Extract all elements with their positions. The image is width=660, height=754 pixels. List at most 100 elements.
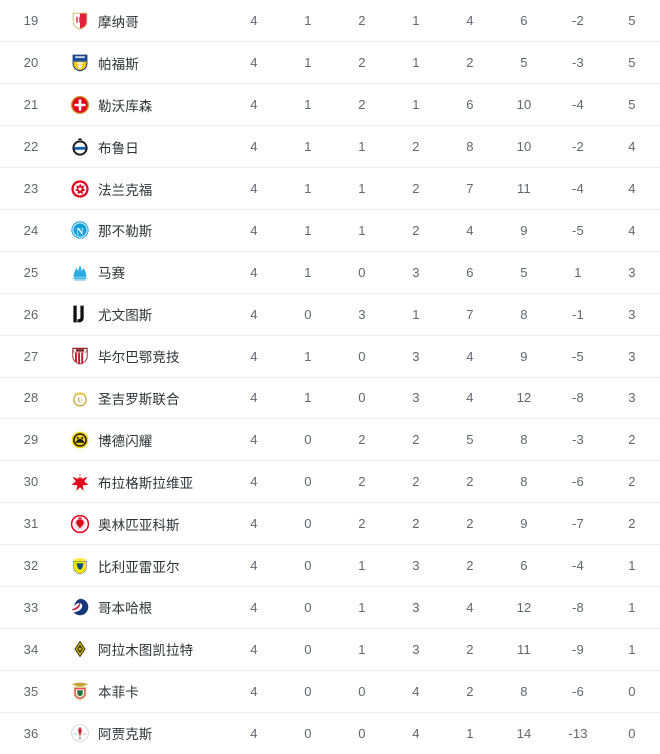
goal-difference-value: -7 xyxy=(572,516,584,532)
rank-cell: 20 xyxy=(0,42,62,84)
team-cell[interactable]: 本菲卡 xyxy=(62,670,227,712)
team-cell[interactable]: 摩纳哥 xyxy=(62,0,227,42)
table-row[interactable]: 33 哥本哈根 4 0 1 3 4 12 -8 1 xyxy=(0,586,660,629)
draw-value: 1 xyxy=(358,558,366,574)
win-cell: 1 xyxy=(281,377,335,419)
played-value: 4 xyxy=(250,432,258,448)
table-row[interactable]: 19 摩纳哥 4 1 2 1 4 6 -2 5 xyxy=(0,0,660,42)
loss-cell: 2 xyxy=(389,503,443,545)
team-cell[interactable]: 布拉格斯拉维亚 xyxy=(62,461,227,503)
goal-difference-value: -9 xyxy=(572,641,584,657)
goals-for-cell: 5 xyxy=(443,419,497,461)
loss-cell: 2 xyxy=(389,461,443,503)
played-cell: 4 xyxy=(227,335,281,377)
win-cell: 0 xyxy=(281,503,335,545)
draw-cell: 2 xyxy=(335,461,389,503)
team-cell[interactable]: 布鲁日 xyxy=(62,126,227,168)
monaco-crest xyxy=(72,12,88,30)
table-row[interactable]: 34 阿拉木图凯拉特 4 0 1 3 2 11 -9 1 xyxy=(0,628,660,671)
table-row[interactable]: 28 U 圣吉罗斯联合 4 1 0 3 4 12 -8 3 xyxy=(0,377,660,419)
played-cell: 4 xyxy=(227,545,281,587)
played-cell: 4 xyxy=(227,293,281,335)
played-cell: 4 xyxy=(227,670,281,712)
draw-cell: 1 xyxy=(335,628,389,670)
goals-against-value: 5 xyxy=(520,264,528,280)
team-name: 帕福斯 xyxy=(98,56,139,72)
played-value: 4 xyxy=(250,139,258,155)
win-value: 0 xyxy=(304,641,312,657)
team-cell[interactable]: 阿拉木图凯拉特 xyxy=(62,628,227,670)
points-value: 5 xyxy=(628,97,636,113)
win-cell: 1 xyxy=(281,168,335,210)
team-cell[interactable]: 帕福斯 xyxy=(62,42,227,84)
goal-difference-value: -3 xyxy=(572,55,584,71)
table-row[interactable]: 22 布鲁日 4 1 1 2 8 10 -2 4 xyxy=(0,126,660,168)
draw-value: 0 xyxy=(358,390,366,406)
loss-value: 3 xyxy=(412,264,420,280)
loss-cell: 3 xyxy=(389,628,443,670)
draw-value: 0 xyxy=(358,264,366,280)
club-brugge-crest xyxy=(72,138,88,156)
team-cell[interactable]: 哥本哈根 xyxy=(62,586,227,628)
team-cell[interactable]: 尤文图斯 xyxy=(62,293,227,335)
table-row[interactable]: 35 本菲卡 4 0 0 4 2 8 -6 0 xyxy=(0,670,660,713)
rank-value: 33 xyxy=(23,599,39,615)
goals-for-cell: 1 xyxy=(443,712,497,754)
points-cell: 4 xyxy=(605,168,659,210)
team-cell[interactable]: 比利亚雷亚尔 xyxy=(62,545,227,587)
loss-value: 1 xyxy=(412,97,420,113)
loss-value: 3 xyxy=(412,558,420,574)
team-cell[interactable]: 博德闪耀 xyxy=(62,419,227,461)
table-row[interactable]: 21 勒沃库森 4 1 2 1 6 10 -4 5 xyxy=(0,84,660,126)
win-value: 0 xyxy=(304,474,312,490)
played-cell: 4 xyxy=(227,712,281,754)
table-row[interactable]: 24 N 那不勒斯 4 1 1 2 4 9 -5 4 xyxy=(0,209,660,252)
team-cell[interactable]: 马赛 xyxy=(62,251,227,293)
win-value: 1 xyxy=(304,390,312,406)
table-row[interactable]: 25 马赛 4 1 0 3 6 5 1 3 xyxy=(0,251,660,294)
points-cell: 3 xyxy=(605,251,659,293)
points-value: 5 xyxy=(628,13,636,29)
table-row[interactable]: 31 奥林匹亚科斯 4 0 2 2 2 9 -7 2 xyxy=(0,503,660,545)
table-row[interactable]: 20 帕福斯 4 1 2 1 2 5 -3 5 xyxy=(0,42,660,84)
goal-difference-cell: -5 xyxy=(551,335,605,377)
points-cell: 5 xyxy=(605,84,659,126)
points-value: 4 xyxy=(628,139,636,155)
goal-difference-cell: -5 xyxy=(551,209,605,251)
goal-difference-cell: -2 xyxy=(551,0,605,42)
points-cell: 0 xyxy=(605,712,659,754)
team-name: 奥林匹亚科斯 xyxy=(98,517,180,533)
team-cell[interactable]: 阿贾克斯 xyxy=(62,712,227,754)
team-cell[interactable]: 勒沃库森 xyxy=(62,84,227,126)
rank-cell: 24 xyxy=(0,209,62,251)
points-value: 3 xyxy=(628,390,636,406)
rank-value: 29 xyxy=(23,432,39,448)
team-cell[interactable]: 奥林匹亚科斯 xyxy=(62,503,227,545)
win-cell: 1 xyxy=(281,251,335,293)
rank-cell: 23 xyxy=(0,168,62,210)
team-cell[interactable]: N 那不勒斯 xyxy=(62,209,227,251)
team-cell[interactable]: U 圣吉罗斯联合 xyxy=(62,377,227,419)
goals-for-value: 2 xyxy=(466,641,474,657)
draw-value: 2 xyxy=(358,474,366,490)
points-value: 3 xyxy=(628,348,636,364)
goal-difference-cell: -6 xyxy=(551,461,605,503)
table-row[interactable]: 30 布拉格斯拉维亚 4 0 2 2 2 8 -6 2 xyxy=(0,461,660,503)
rank-value: 36 xyxy=(23,725,39,741)
table-row[interactable]: 32 比利亚雷亚尔 4 0 1 3 2 6 -4 1 xyxy=(0,545,660,587)
points-value: 0 xyxy=(628,683,636,699)
benfica-crest xyxy=(72,682,88,701)
team-cell[interactable]: 法兰克福 xyxy=(62,168,227,210)
goal-difference-value: -4 xyxy=(572,558,584,574)
table-row[interactable]: 36 阿贾克斯 4 0 0 4 1 14 -13 0 xyxy=(0,712,660,754)
loss-cell: 2 xyxy=(389,126,443,168)
table-row[interactable]: 29 博德闪耀 4 0 2 2 5 8 -3 2 xyxy=(0,419,660,461)
table-row[interactable]: 26 尤文图斯 4 0 3 1 7 8 -1 3 xyxy=(0,293,660,336)
table-row[interactable]: 23 法兰克福 4 1 1 2 7 11 -4 4 xyxy=(0,168,660,210)
goal-difference-cell: -6 xyxy=(551,670,605,712)
win-cell: 1 xyxy=(281,84,335,126)
rank-value: 27 xyxy=(23,348,39,364)
points-cell: 2 xyxy=(605,461,659,503)
team-cell[interactable]: 毕尔巴鄂竞技 xyxy=(62,335,227,377)
table-row[interactable]: 27 毕尔巴鄂竞技 4 1 0 3 4 9 -5 3 xyxy=(0,335,660,378)
